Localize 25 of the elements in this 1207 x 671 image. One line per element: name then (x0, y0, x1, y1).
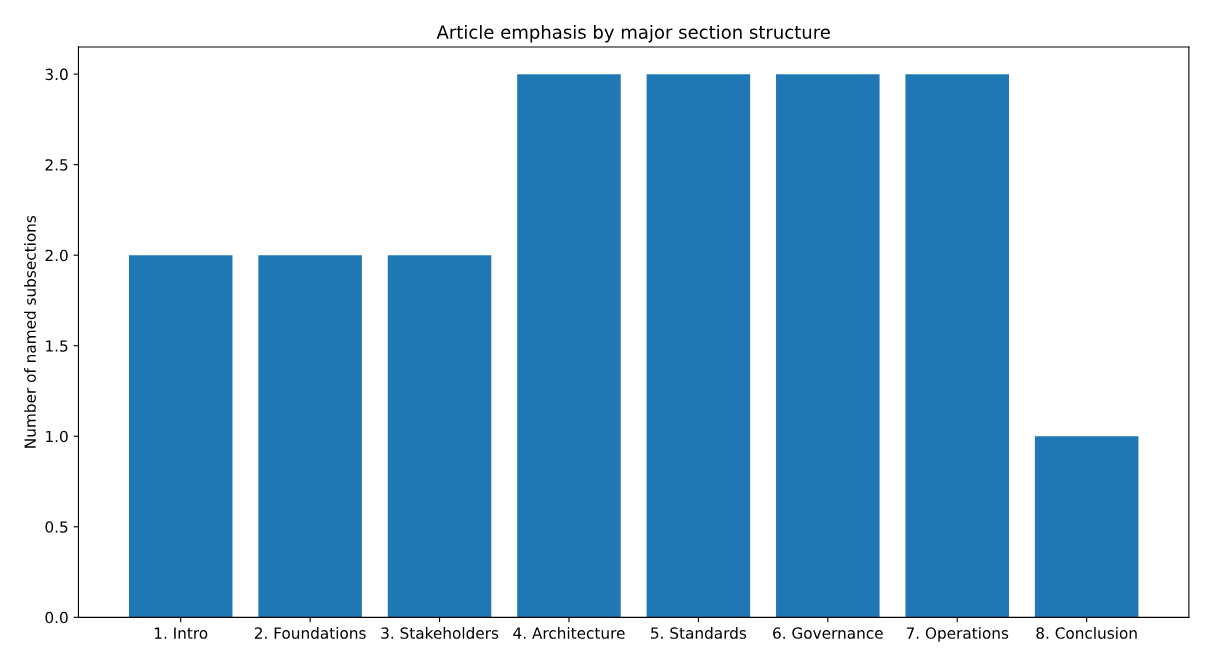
bar (776, 74, 880, 618)
y-tick-label: 3.0 (45, 68, 68, 81)
x-tick-label: 5. Standards (651, 627, 747, 639)
y-tick-label: 2.0 (45, 249, 68, 262)
x-tick-label: 7. Operations (906, 627, 1009, 642)
x-tick-label: 3. Stakeholders (381, 627, 499, 639)
x-tick-label: 4. Architecture (513, 627, 625, 639)
x-tick-label: 2. Foundations (254, 627, 366, 639)
x-tick-label: 1. Intro (154, 627, 208, 639)
bar (128, 255, 233, 618)
bar (905, 74, 1009, 618)
bar (1034, 436, 1139, 618)
y-tick-label: 1.0 (46, 430, 68, 443)
y-tick-label: 1.5 (46, 340, 68, 352)
y-tick-label: 2.5 (45, 159, 68, 171)
bar (258, 255, 362, 618)
bar (387, 255, 492, 618)
y-tick-label: 0.5 (45, 521, 68, 533)
bar (517, 74, 621, 618)
x-tick-label: 8. Conclusion (1036, 627, 1137, 639)
chart-title: Article emphasis by major section structure (436, 24, 830, 43)
bar (646, 74, 751, 618)
y-axis-title: Number of named subsections (24, 215, 36, 448)
x-tick-label: 6. Governance (773, 627, 883, 639)
y-tick-label: 0.0 (45, 611, 68, 624)
